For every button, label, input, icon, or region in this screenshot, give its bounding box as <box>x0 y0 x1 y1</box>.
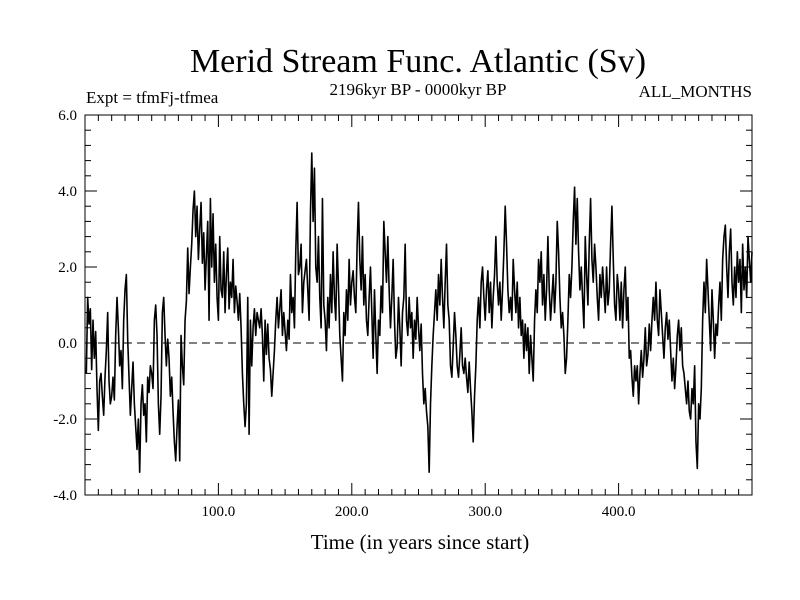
y-tick-label: 4.0 <box>58 184 77 200</box>
x-tick-label: 400.0 <box>602 504 636 520</box>
x-tick-label: 200.0 <box>335 504 369 520</box>
y-tick-label: 6.0 <box>58 108 77 124</box>
x-tick-label: 100.0 <box>202 504 236 520</box>
y-tick-label: -2.0 <box>53 412 77 428</box>
plot-area: 100.0 200.0 300.0 400.0 -4.0 -2.0 0.0 2.0 4.0 6.0 <box>53 108 753 520</box>
chart-subtitle-right: ALL_MONTHS <box>639 82 752 101</box>
y-tick-label: 2.0 <box>58 260 77 276</box>
series-layer <box>85 152 753 474</box>
series-line <box>85 152 753 474</box>
x-tick-label: 300.0 <box>468 504 502 520</box>
x-axis-label: Time (in years since start) <box>311 530 530 554</box>
y-tick-label: 0.0 <box>58 336 77 352</box>
tick-layer: 100.0 200.0 300.0 400.0 -4.0 -2.0 0.0 2.0 4.0 6.0 <box>53 108 752 520</box>
chart-title: Merid Stream Func. Atlantic (Sv) <box>190 43 646 80</box>
chart-subtitle-center: 2196kyr BP - 0000kyr BP <box>330 80 507 99</box>
y-tick-label: -4.0 <box>53 488 77 504</box>
chart-subtitle-left: Expt = tfmFj-tfmea <box>86 88 219 107</box>
